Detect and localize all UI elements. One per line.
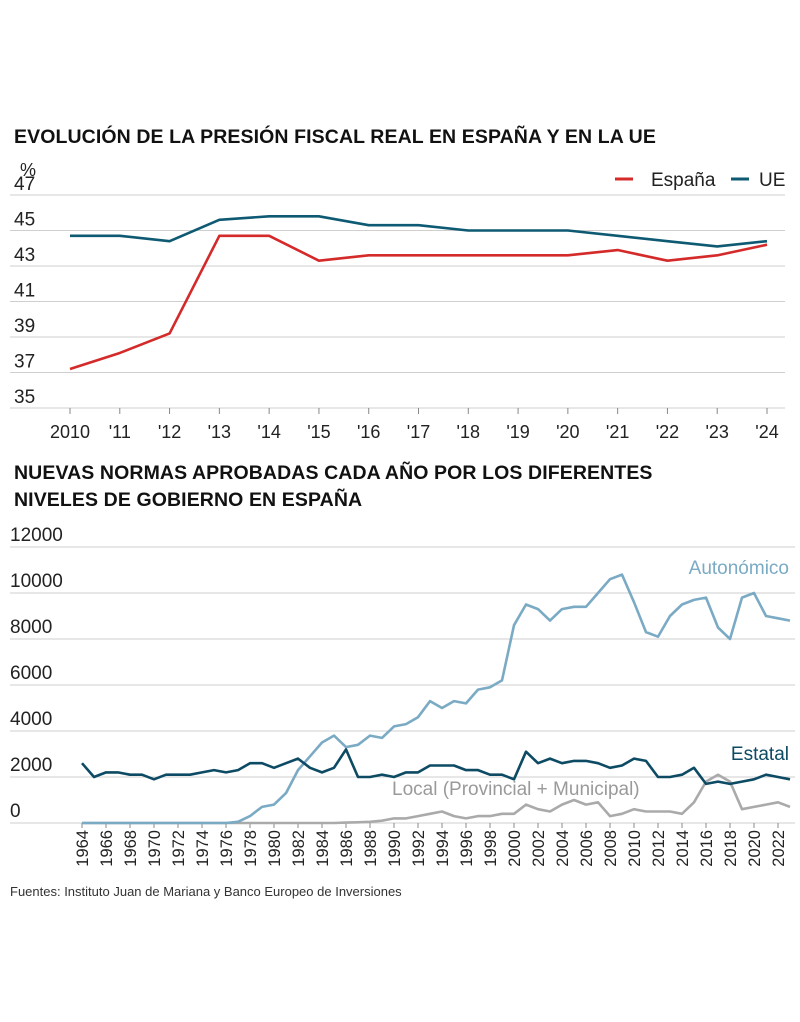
x-tick-label: 2014	[674, 830, 692, 867]
x-tick-label: 1972	[170, 830, 188, 867]
x-tick-label: 2022	[770, 830, 788, 867]
x-tick-label: 1976	[218, 830, 236, 867]
x-tick-label: 1998	[482, 830, 500, 867]
x-tick-label: '21	[606, 422, 629, 442]
y-tick-label: 41	[14, 281, 35, 302]
x-tick-label: '24	[755, 422, 778, 442]
legend-label: UE	[759, 170, 785, 191]
y-tick-label: 45	[14, 210, 35, 231]
x-tick-label: '23	[705, 422, 728, 442]
x-tick-label: 2010	[626, 830, 644, 867]
x-tick-label: 1980	[266, 830, 284, 867]
x-tick-label: '19	[506, 422, 529, 442]
y-tick-label: 2000	[10, 755, 52, 776]
x-tick-label: '18	[457, 422, 480, 442]
x-tick-label: 1968	[122, 830, 140, 867]
chart2-title: NUEVAS NORMAS APROBADAS CADA AÑO POR LOS…	[14, 460, 653, 514]
x-tick-label: '12	[158, 422, 181, 442]
series-line-estatal	[81, 748, 791, 786]
y-tick-label: 43	[14, 245, 35, 266]
x-tick-label: '11	[109, 422, 131, 442]
x-tick-label: 1966	[98, 830, 116, 867]
y-tick-label: 8000	[10, 617, 52, 638]
y-tick-label: 0	[10, 801, 21, 822]
x-tick-label: 1970	[146, 830, 164, 867]
x-tick-label: 2018	[722, 830, 740, 867]
legend-label: España	[651, 170, 716, 191]
x-tick-label: '20	[556, 422, 579, 442]
chart2-title-line1: NUEVAS NORMAS APROBADAS CADA AÑO POR LOS…	[14, 462, 653, 484]
y-tick-label: 37	[14, 352, 35, 373]
chart1-title: EVOLUCIÓN DE LA PRESIÓN FISCAL REAL EN E…	[14, 126, 656, 148]
y-tick-label: 12000	[10, 525, 63, 546]
series-label-estatal: Estatal	[731, 744, 789, 765]
x-tick-label: '13	[208, 422, 231, 442]
x-tick-label: 2002	[530, 830, 548, 867]
x-tick-label: 2012	[650, 830, 668, 867]
y-tick-label: 39	[14, 316, 35, 337]
series-line-autonómico	[82, 573, 791, 825]
x-tick-label: 2000	[506, 830, 524, 867]
series-line-ue	[70, 215, 768, 248]
x-tick-label: 2010	[50, 422, 90, 442]
x-tick-label: 1992	[410, 830, 428, 867]
y-tick-label: 47	[14, 174, 35, 195]
y-tick-label: 4000	[10, 709, 52, 730]
chart2-title-line2: NIVELES DE GOBIERNO EN ESPAÑA	[14, 489, 363, 511]
x-tick-label: 2004	[554, 830, 572, 867]
x-tick-label: '16	[357, 422, 380, 442]
x-tick-label: 1996	[458, 830, 476, 867]
y-tick-label: 6000	[10, 663, 52, 684]
x-tick-label: 1974	[194, 830, 212, 867]
source-note: Fuentes: Instituto Juan de Mariana y Ban…	[10, 884, 402, 899]
x-tick-label: 1982	[290, 830, 308, 867]
regulations-chart: 0 2000 4000 6000 8000 10000 12000 1964 1966 1968 1…	[10, 525, 795, 867]
y-axis-unit: %	[20, 160, 36, 180]
x-tick-label: 2008	[602, 830, 620, 867]
x-tick-label: 1978	[242, 830, 260, 867]
x-tick-label: 1988	[362, 830, 380, 867]
x-tick-label: 1964	[74, 830, 92, 867]
x-tick-label: 1994	[434, 830, 452, 867]
fiscal-pressure-chart: 35 37 39 41 43 45 47% 2010 '11 '12 '13 '14 '15 '16 '17…	[10, 160, 785, 442]
x-tick-label: 1990	[386, 830, 404, 867]
x-tick-label: 2006	[578, 830, 596, 867]
x-tick-label: '14	[257, 422, 280, 442]
x-tick-label: 2016	[698, 830, 716, 867]
series-label-local: Local (Provincial + Municipal)	[392, 779, 640, 800]
x-tick-label: 1986	[338, 830, 356, 867]
y-tick-label: 10000	[10, 571, 63, 592]
x-tick-label: '17	[407, 422, 430, 442]
y-tick-label: 35	[14, 387, 35, 408]
x-tick-label: 2020	[746, 830, 764, 867]
x-tick-label: '22	[656, 422, 679, 442]
x-tick-label: '15	[307, 422, 330, 442]
series-label-autonomico: Autonómico	[689, 558, 789, 579]
x-tick-label: 1984	[314, 830, 332, 867]
series-line-españa	[69, 234, 768, 371]
